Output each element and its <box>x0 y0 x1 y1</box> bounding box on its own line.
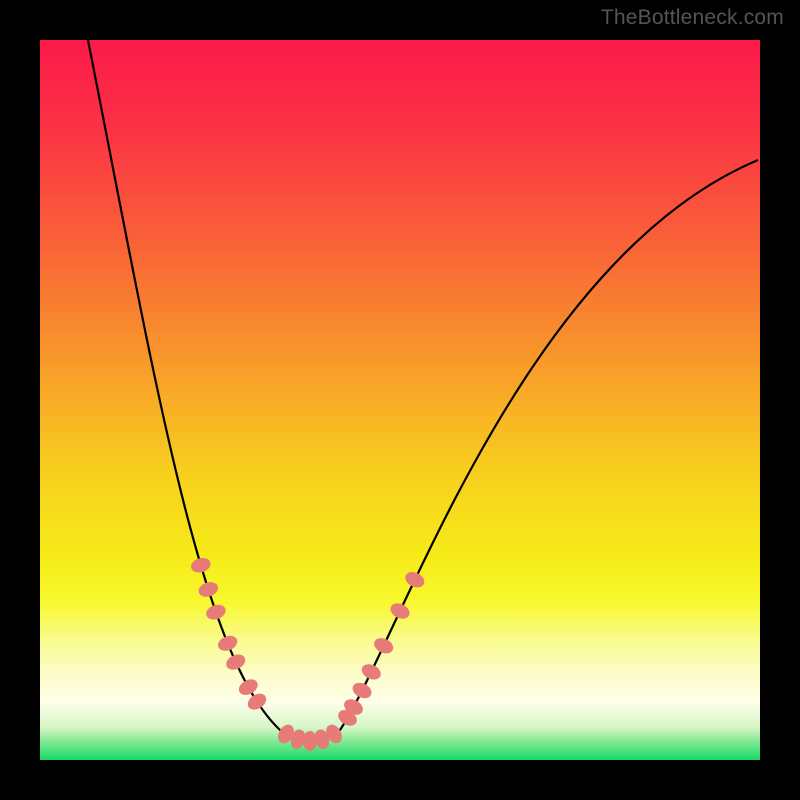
watermark-text: TheBottleneck.com <box>601 6 784 30</box>
plot-background <box>40 40 760 760</box>
chart-root: TheBottleneck.com <box>0 0 800 800</box>
marker-valley-2 <box>303 731 317 751</box>
bottleneck-chart <box>0 0 800 800</box>
